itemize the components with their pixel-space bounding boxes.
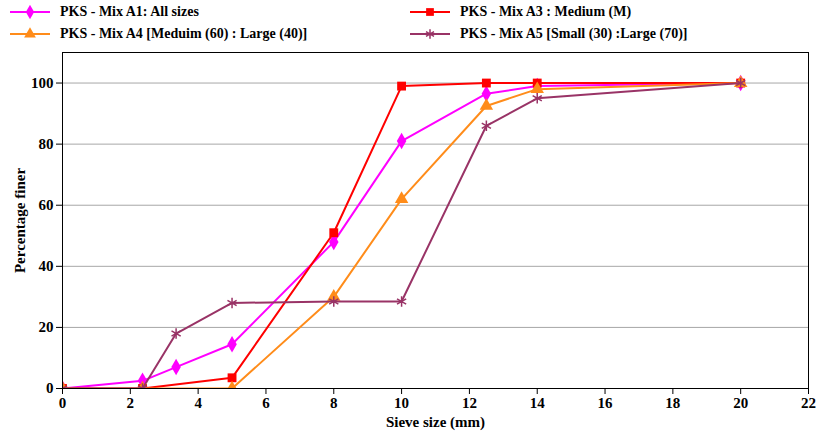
html-text:PKS - Mix A5 [Small (30) :Larg: PKS - Mix A5 [Small (30) :Large (70)] [460,26,688,41]
svg-text:20: 20 [733,395,748,411]
svg-text:4: 4 [194,395,202,411]
svg-text:0: 0 [59,395,67,411]
svg-text:60: 60 [39,197,54,213]
svg-text:8: 8 [330,395,338,411]
svg-text:6: 6 [262,395,270,411]
svg-text:22: 22 [801,395,816,411]
svg-text:18: 18 [665,395,680,411]
html-text:PKS - Mix A4 [Meduim (60) : La: PKS - Mix A4 [Meduim (60) : Large (40)] [60,26,308,41]
svg-text:80: 80 [39,136,54,152]
svg-text:16: 16 [598,395,614,411]
svg-text:12: 12 [462,395,477,411]
svg-text:14: 14 [530,395,546,411]
svg-text:40: 40 [39,258,54,274]
svg-text:0: 0 [46,380,54,396]
svg-text:2: 2 [127,395,135,411]
svg-text:10: 10 [394,395,409,411]
svg-text:Percentage finer: Percentage finer [12,168,28,273]
svg-text:20: 20 [39,319,54,335]
svg-text:100: 100 [31,75,54,91]
svg-text:Sieve size (mm): Sieve size (mm) [386,414,485,431]
html-text:PKS - Mix A1: All sizes: PKS - Mix A1: All sizes [60,4,199,19]
html-text:PKS - Mix A3 : Medium (M): PKS - Mix A3 : Medium (M) [460,4,632,19]
